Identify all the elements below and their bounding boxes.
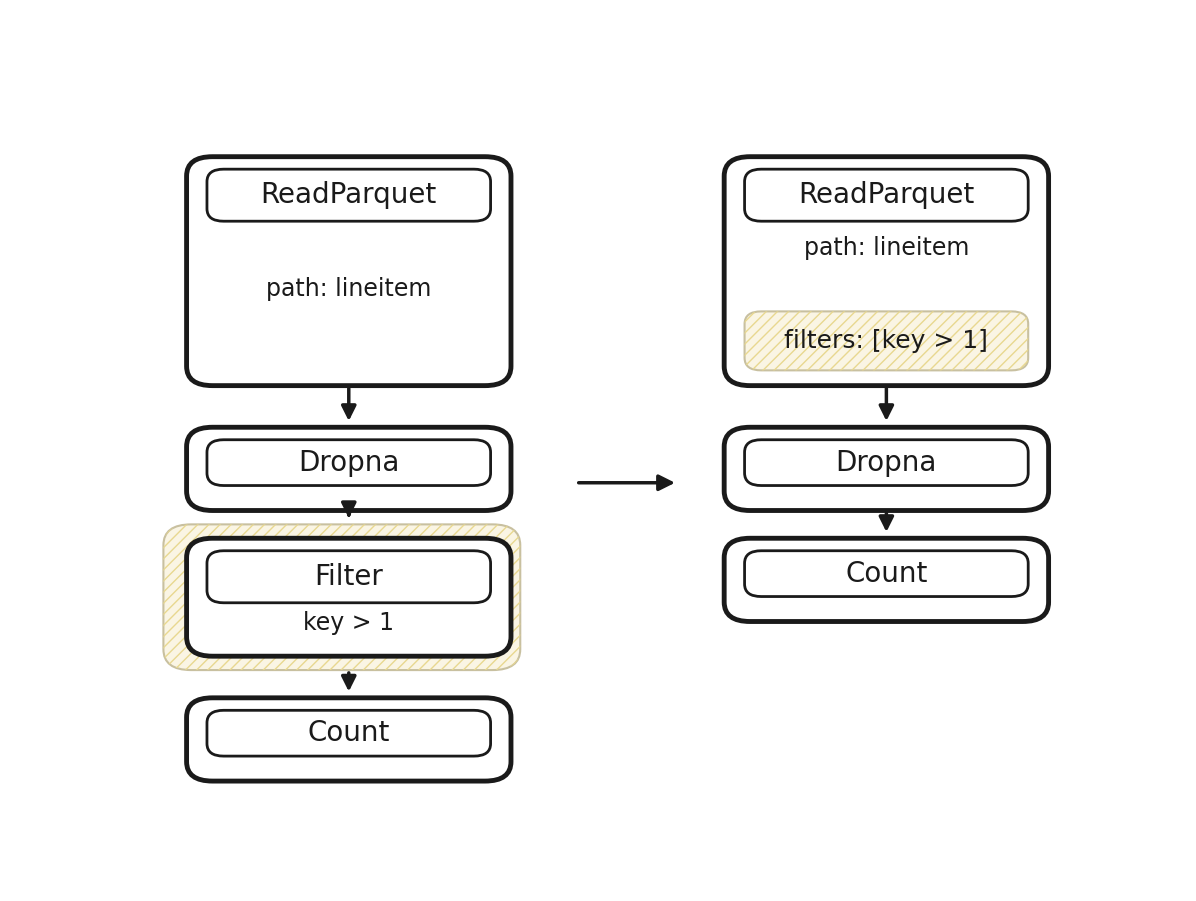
FancyBboxPatch shape xyxy=(187,697,511,781)
FancyBboxPatch shape xyxy=(164,524,520,670)
Text: Filter: Filter xyxy=(315,563,383,591)
FancyBboxPatch shape xyxy=(207,440,490,486)
Text: Count: Count xyxy=(846,560,928,587)
FancyBboxPatch shape xyxy=(745,551,1029,596)
Text: key > 1: key > 1 xyxy=(304,611,395,635)
Text: path: lineitem: path: lineitem xyxy=(266,278,432,302)
FancyBboxPatch shape xyxy=(187,538,511,656)
Text: path: lineitem: path: lineitem xyxy=(804,236,969,260)
FancyBboxPatch shape xyxy=(725,427,1049,511)
FancyBboxPatch shape xyxy=(725,538,1049,622)
FancyBboxPatch shape xyxy=(187,157,511,386)
Text: Count: Count xyxy=(307,719,390,747)
Text: Dropna: Dropna xyxy=(298,449,399,477)
FancyBboxPatch shape xyxy=(725,157,1049,386)
FancyBboxPatch shape xyxy=(745,440,1029,486)
Text: ReadParquet: ReadParquet xyxy=(261,181,437,209)
Text: ReadParquet: ReadParquet xyxy=(798,181,975,209)
FancyBboxPatch shape xyxy=(745,312,1029,370)
Text: Dropna: Dropna xyxy=(836,449,938,477)
FancyBboxPatch shape xyxy=(207,710,490,756)
FancyBboxPatch shape xyxy=(745,169,1029,222)
Text: filters: [key > 1]: filters: [key > 1] xyxy=(785,329,988,353)
FancyBboxPatch shape xyxy=(207,169,490,222)
FancyBboxPatch shape xyxy=(207,551,490,603)
FancyBboxPatch shape xyxy=(187,427,511,511)
